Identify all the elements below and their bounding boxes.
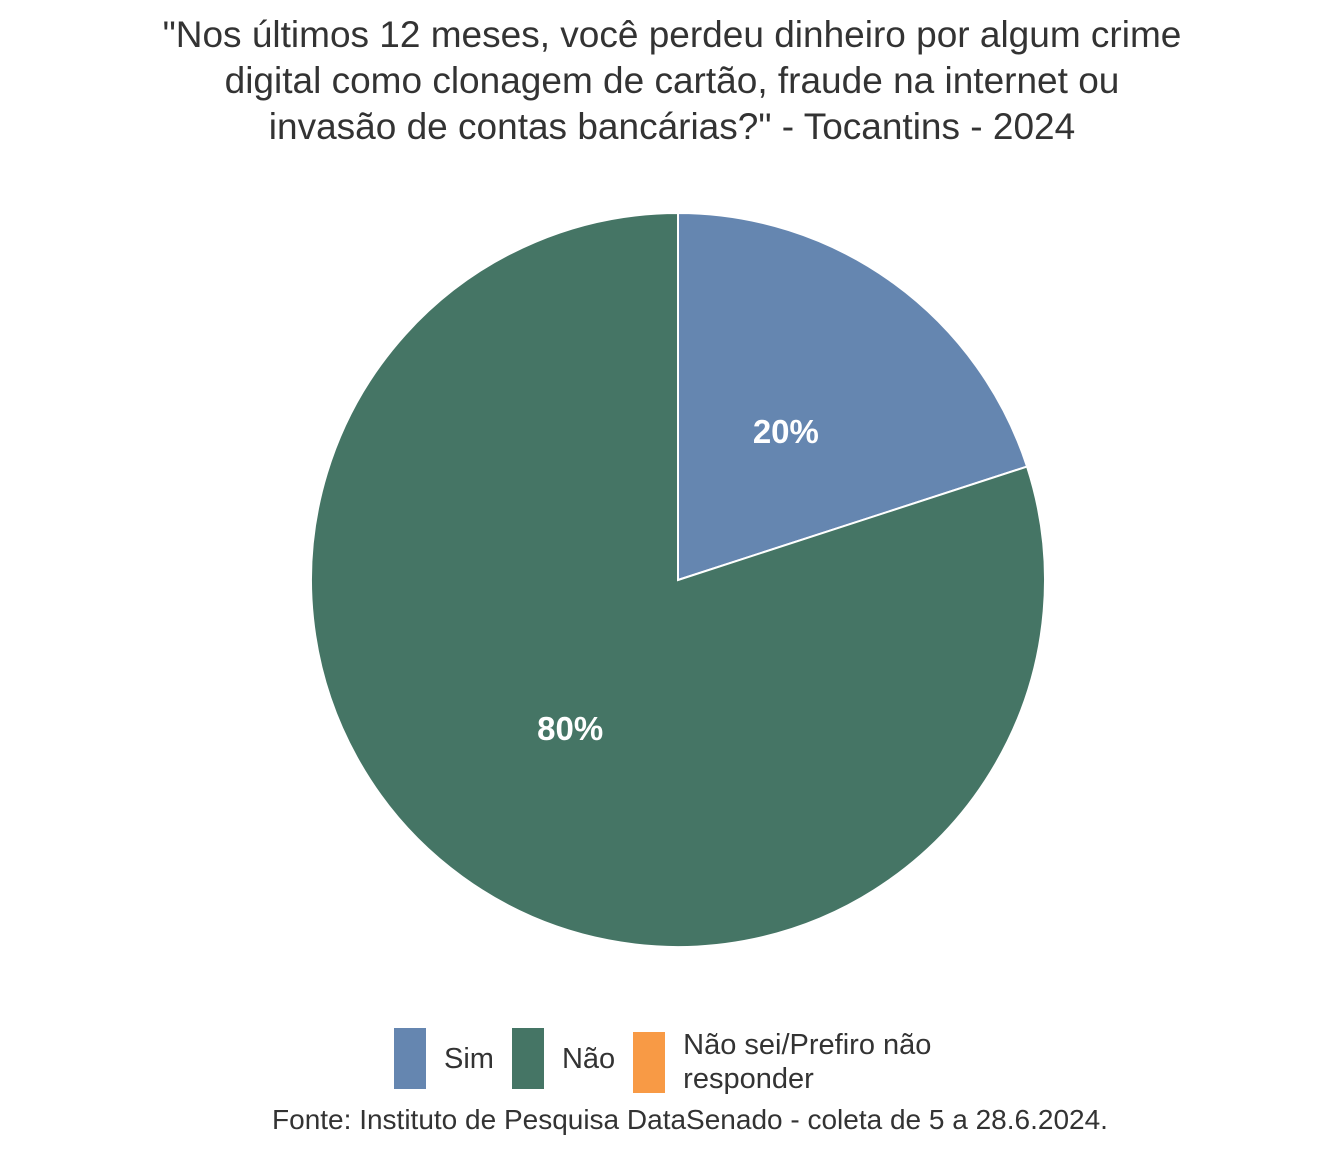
legend-label-sim: Sim [444, 1042, 494, 1075]
chart-title-line-1: "Nos últimos 12 meses, você perdeu dinhe… [162, 14, 1182, 55]
pie-slice-0 [677, 211, 1029, 582]
legend-item-nao-sei: Não sei/Prefiro não responder [633, 1028, 973, 1096]
legend-item-nao: Não [511, 1028, 616, 1089]
legend: Sim Não Não sei/Prefiro não responder [394, 1028, 991, 1096]
chart-title-line-3: invasão de contas bancárias?" - Tocantin… [268, 106, 1076, 147]
legend-item-sim: Sim [394, 1028, 494, 1089]
legend-label-nao: Não [561, 1042, 616, 1075]
legend-label-nao-sei-line-1: Não sei/Prefiro não [683, 1029, 932, 1061]
pie-slice-1 [310, 211, 1046, 948]
source-note: Fonte: Instituto de Pesquisa DataSenado … [272, 1104, 1108, 1135]
pie-labels: 20% 80% [537, 413, 819, 747]
chart-title: "Nos últimos 12 meses, você perdeu dinhe… [0, 12, 1344, 150]
legend-swatch-sim [394, 1028, 426, 1089]
pie-chart: 20% 80% [310, 211, 1046, 948]
legend-swatch-nao-sei [633, 1031, 666, 1093]
pie-label-0: 20% [753, 413, 819, 450]
chart-title-line-2: digital como clonagem de cartão, fraude … [224, 60, 1120, 101]
legend-label-nao-sei-line-2: responder [683, 1063, 814, 1095]
legend-label-nao-sei: Não sei/Prefiro não responder [683, 1028, 973, 1096]
pie-label-1: 80% [537, 710, 603, 747]
pie-slices [310, 211, 1046, 948]
legend-swatch-nao [511, 1028, 544, 1089]
